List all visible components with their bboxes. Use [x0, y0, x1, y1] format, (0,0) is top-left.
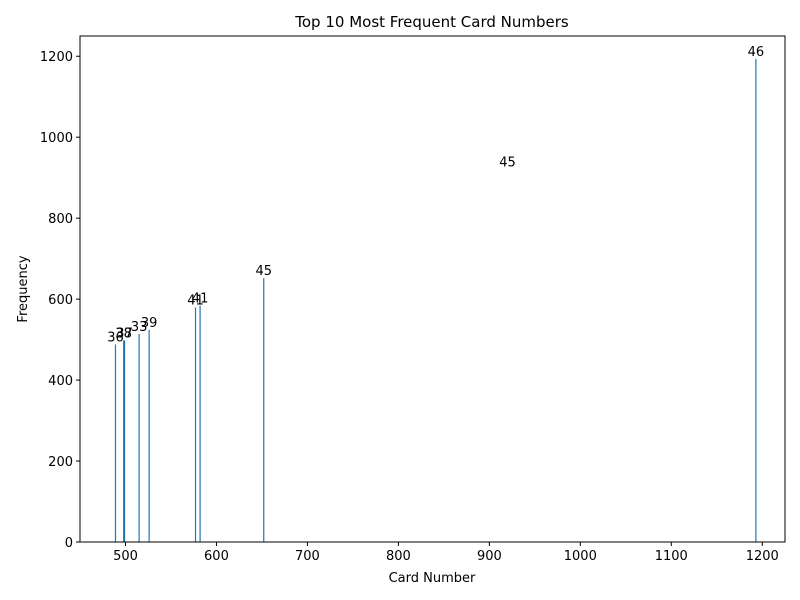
bar — [194, 307, 197, 542]
bar-value-label: 37 — [116, 326, 133, 341]
bar-value-label: 46 — [748, 45, 765, 60]
bar — [123, 340, 126, 542]
x-tick-label: 1100 — [655, 549, 688, 564]
bar — [148, 329, 150, 542]
bar-value-label: 45 — [255, 264, 272, 279]
bar — [199, 305, 201, 542]
y-tick-label: 800 — [48, 212, 73, 227]
y-tick-label: 1000 — [40, 131, 73, 146]
x-tick-label: 1000 — [564, 549, 597, 564]
x-tick-label: 600 — [204, 549, 229, 564]
x-tick-label: 900 — [477, 549, 502, 564]
bar-value-label: 41 — [187, 294, 204, 309]
bar — [263, 278, 265, 542]
bar — [123, 340, 125, 542]
y-tick-label: 200 — [48, 455, 73, 470]
chart-title: Top 10 Most Frequent Card Numbers — [294, 13, 569, 31]
bar-value-label: 38 — [115, 326, 132, 341]
plot-frame — [79, 35, 786, 543]
annotation-label: 45 — [499, 155, 516, 170]
bar-value-label: 39 — [141, 316, 158, 331]
x-tick-label: 500 — [113, 549, 138, 564]
y-tick-label: 400 — [48, 374, 73, 389]
y-axis-label: Frequency — [16, 255, 31, 322]
y-tick-label: 1200 — [40, 50, 73, 65]
x-tick-label: 700 — [295, 549, 320, 564]
x-tick-label: 800 — [386, 549, 411, 564]
y-tick-label: 600 — [48, 293, 73, 308]
y-tick-label: 0 — [65, 536, 73, 551]
bar-value-label: 33 — [131, 320, 148, 335]
x-tick-label: 1200 — [746, 549, 779, 564]
x-axis-label: Card Number — [389, 571, 476, 586]
bar-value-label: 41 — [192, 292, 209, 307]
bar — [755, 59, 757, 542]
bar — [138, 333, 140, 542]
bar — [114, 344, 117, 542]
bar-value-label: 36 — [107, 330, 124, 345]
